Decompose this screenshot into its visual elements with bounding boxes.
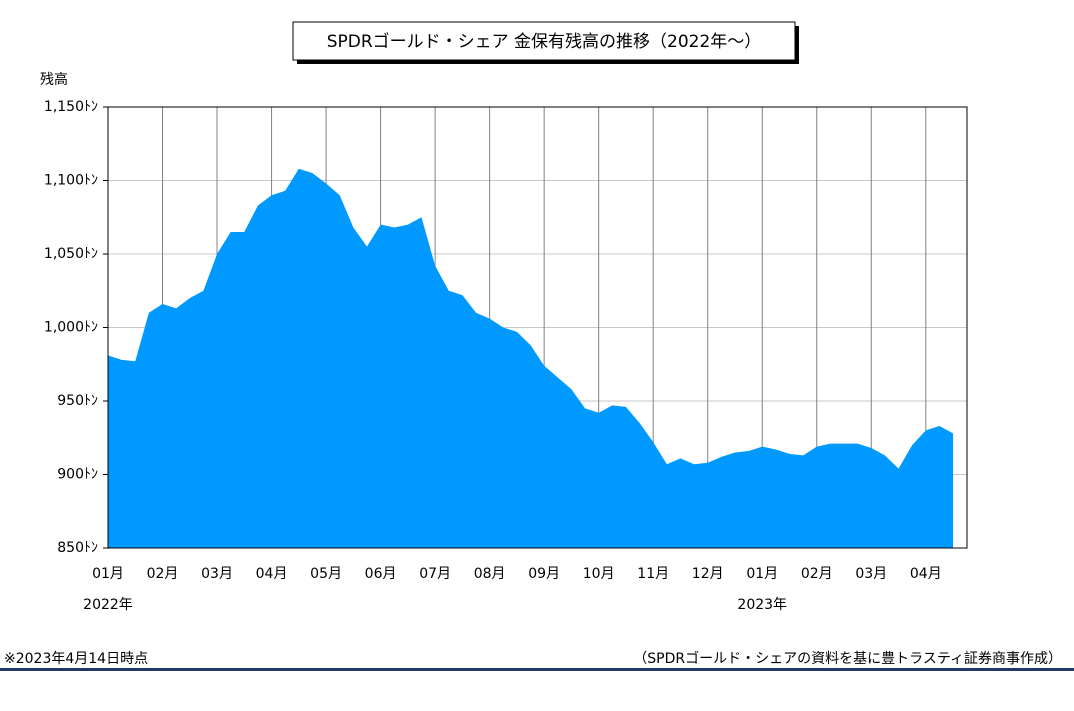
title-box <box>292 21 796 61</box>
x-tick-label: 08月 <box>474 566 506 582</box>
y-tick-label: 900ﾄﾝ <box>57 467 98 483</box>
x-tick-label: 05月 <box>310 566 342 582</box>
y-tick-label: 1,150ﾄﾝ <box>44 99 98 115</box>
x-tick-label: 09月 <box>528 566 560 582</box>
x-tick-label: 02月 <box>147 566 179 582</box>
x-tick-label: 11月 <box>637 566 669 582</box>
x-tick-label: 03月 <box>855 566 887 582</box>
x-tick-label: 12月 <box>692 566 724 582</box>
y-tick-label: 1,050ﾄﾝ <box>44 246 98 262</box>
footer-rule <box>0 668 1074 671</box>
x-tick-label: 04月 <box>910 566 942 582</box>
y-tick-label: 1,100ﾄﾝ <box>44 173 98 189</box>
y-tick-label: 850ﾄﾝ <box>57 540 98 556</box>
note-left: ※2023年4月14日時点 <box>4 651 148 667</box>
note-right: （SPDRゴールド・シェアの資料を基に豊トラスティ証券商事作成） <box>633 650 1062 667</box>
y-tick-label: 1,000ﾄﾝ <box>44 320 98 336</box>
x-group-label: 2023年 <box>737 597 787 613</box>
x-tick-label: 03月 <box>201 566 233 582</box>
chart-title: SPDRゴールド・シェア 金保有残高の推移（2022年～） <box>327 31 762 52</box>
x-tick-label: 07月 <box>419 566 451 582</box>
x-tick-label: 02月 <box>801 566 833 582</box>
y-axis-label: 残高 <box>40 71 68 88</box>
x-group-label: 2022年 <box>83 597 133 613</box>
x-tick-label: 01月 <box>746 566 778 582</box>
x-tick-label: 04月 <box>256 566 288 582</box>
area <box>108 168 954 549</box>
plot-frame <box>107 106 968 549</box>
x-tick-label: 01月 <box>92 566 124 582</box>
y-tick-label: 950ﾄﾝ <box>57 393 98 409</box>
x-tick-label: 10月 <box>583 566 615 582</box>
x-tick-label: 06月 <box>365 566 397 582</box>
